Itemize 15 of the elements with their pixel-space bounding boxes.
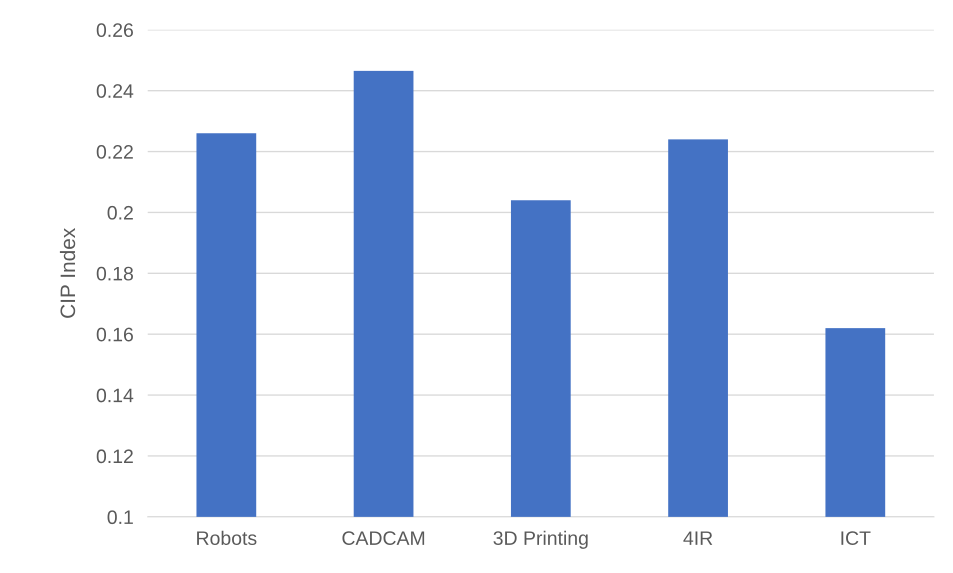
y-tick-label: 0.22: [96, 145, 133, 159]
y-tick-label: 0.26: [96, 23, 133, 38]
y-tick-label: 0.1: [108, 510, 133, 524]
x-tick-label: 4IR: [683, 531, 712, 545]
x-tick-label: CADCAM: [342, 531, 424, 546]
x-tick-label: ICT: [841, 531, 871, 546]
y-tick-label: 0.16: [96, 328, 133, 342]
x-tick-label: 3D Printing: [493, 530, 588, 549]
y-tick-label: 0.12: [96, 449, 133, 464]
x-tick-label: Robots: [197, 530, 256, 546]
y-tick-label: 0.14: [96, 388, 134, 402]
y-axis-title: CIP Index: [60, 228, 76, 318]
y-tick-label: 0.24: [96, 84, 134, 98]
y-tick-label: 0.18: [96, 266, 133, 281]
y-tick-label: 0.2: [108, 206, 133, 220]
